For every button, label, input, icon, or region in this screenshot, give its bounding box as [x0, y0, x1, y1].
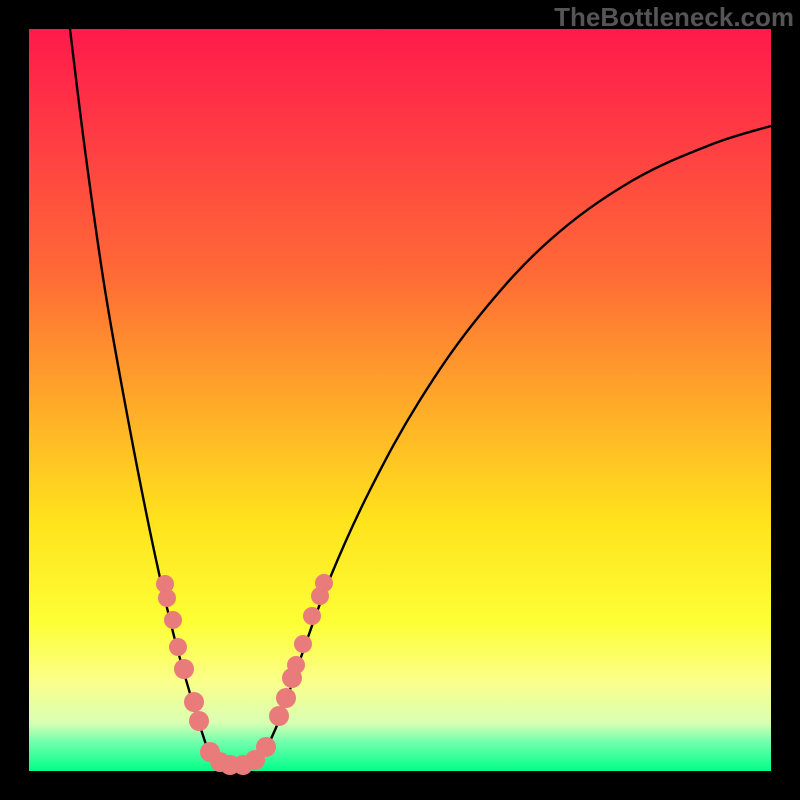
data-marker [276, 688, 296, 708]
data-marker [315, 574, 333, 592]
data-marker [169, 638, 187, 656]
data-marker [256, 737, 276, 757]
data-marker [184, 692, 204, 712]
data-marker [269, 706, 289, 726]
data-marker [174, 659, 194, 679]
data-marker [303, 607, 321, 625]
data-marker [158, 589, 176, 607]
data-marker [287, 656, 305, 674]
data-marker [164, 611, 182, 629]
data-marker [189, 711, 209, 731]
data-marker [294, 635, 312, 653]
plot-svg [0, 0, 800, 800]
